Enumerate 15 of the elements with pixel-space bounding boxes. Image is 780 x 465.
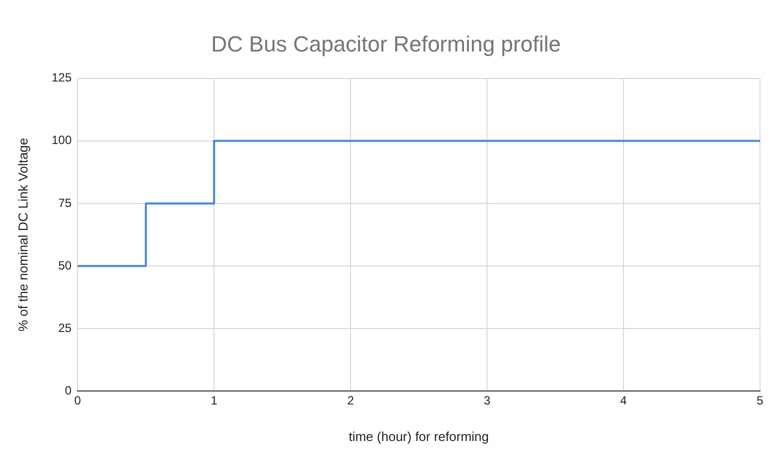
x-axis-title: time (hour) for reforming bbox=[348, 428, 489, 444]
y-tick-label: 75 bbox=[58, 196, 72, 210]
y-tick-label: 100 bbox=[52, 133, 72, 148]
y-axis-title: % of the nominal DC Link Voltage bbox=[15, 138, 30, 332]
x-tick-label: 2 bbox=[347, 394, 354, 408]
x-tick-label: 4 bbox=[620, 394, 628, 408]
chart-title: DC Bus Capacitor Reforming profile bbox=[211, 31, 561, 56]
y-tick-label: 125 bbox=[52, 70, 72, 85]
y-tick-label: 0 bbox=[64, 383, 72, 398]
x-tick-label: 5 bbox=[756, 394, 764, 408]
y-tick-label: 25 bbox=[58, 320, 72, 335]
x-tick-label: 3 bbox=[484, 394, 491, 408]
y-tick-label: 50 bbox=[58, 258, 72, 272]
x-tick-label: 0 bbox=[74, 394, 82, 408]
x-tick-label: 1 bbox=[210, 394, 218, 408]
